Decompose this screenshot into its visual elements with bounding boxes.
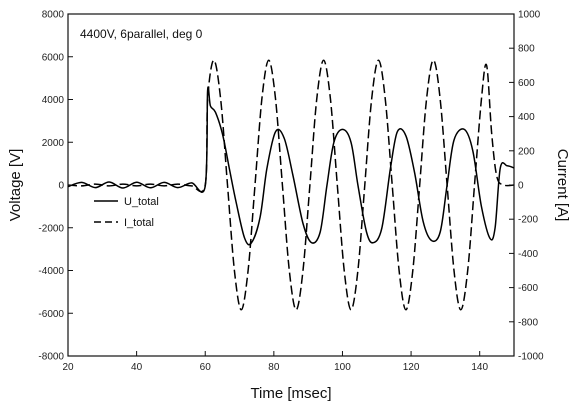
x-tick-label: 40 [131,362,143,373]
legend-label-u-total: U_total [124,196,159,208]
y-right-tick-label: 600 [518,78,535,89]
legend: U_total I_total [94,196,159,229]
chart-annotation: 4400V, 6parallel, deg 0 [80,27,203,41]
x-axis-title: Time [msec] [250,385,331,402]
x-tick-label: 120 [403,362,420,373]
x-tick-label: 80 [268,362,280,373]
y-left-tick-label: -2000 [38,223,64,234]
y-right-tick-label: 0 [518,181,524,192]
y-right-tick-label: -200 [518,215,538,226]
x-tick-label: 20 [62,362,74,373]
series-layer [67,59,515,311]
y-left-tick-label: 4000 [42,95,65,106]
y-right-tick-label: 200 [518,146,535,157]
y-right-tick-label: 800 [518,44,535,55]
y-left-tick-label: 6000 [42,52,65,63]
y-left-tick-label: 0 [58,181,64,192]
y-right-tick-label: -1000 [518,352,544,363]
y-axis-title-left: Voltage [V] [7,149,24,222]
y-left-tick-label: -6000 [38,309,64,320]
tick-layer: 20 40 60 80 100 120 140-8000-6000-4000-2000020… [38,10,544,374]
y-left-tick-label: 8000 [42,10,65,21]
x-tick-label: 60 [200,362,212,373]
y-axis-title-right: Current [A] [554,149,571,222]
y-right-tick-label: -600 [518,283,538,294]
y-right-tick-label: -400 [518,249,538,260]
y-left-tick-label: -4000 [38,266,64,277]
y-left-tick-label: 2000 [42,138,65,149]
y-right-tick-label: 1000 [518,10,541,21]
x-tick-label: 140 [471,362,488,373]
legend-label-i-total: I_total [124,217,154,229]
y-left-tick-label: -8000 [38,352,64,363]
y-right-tick-label: -800 [518,317,538,328]
series-line-i-total [67,59,515,311]
x-tick-label: 100 [334,362,351,373]
y-right-tick-label: 400 [518,112,535,123]
